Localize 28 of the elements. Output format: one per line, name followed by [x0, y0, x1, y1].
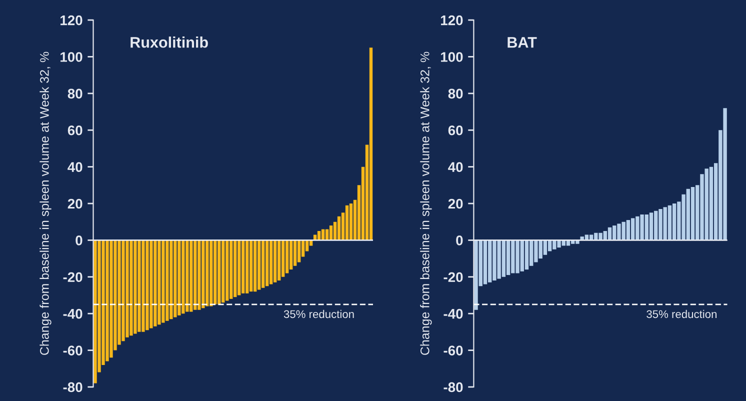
text: BAT [508, 37, 537, 48]
y-tick-label: -60 [63, 346, 82, 356]
y-tick-label: 0 [76, 236, 82, 246]
y-tick-label: 120 [60, 15, 82, 26]
ref-line-label: 35% reduction [284, 310, 354, 318]
y-axis-title: Change from baseline in spleen volume at Week 32, % [40, 52, 52, 355]
y-tick-label: 80 [68, 88, 82, 99]
y-tick-label: -40 [63, 308, 82, 319]
y-axis-title: Change from baseline in spleen volume at Week 32, % [420, 52, 432, 355]
y-tick-label: 20 [448, 198, 463, 209]
y-tick-label: -20 [444, 272, 463, 282]
y-tick-label: -80 [444, 382, 463, 392]
y-tick-label: -20 [63, 272, 82, 282]
y-tick-label: 40 [68, 162, 82, 172]
y-tick-label: 60 [68, 125, 82, 136]
text: Ruxolitinib [130, 36, 208, 48]
y-tick-label: 80 [448, 88, 463, 99]
y-tick-label: -60 [444, 346, 463, 356]
ref-line-label: 35% reduction [646, 310, 716, 318]
y-tick-label: -80 [63, 382, 82, 392]
y-tick-label: 100 [440, 52, 463, 62]
y-tick-label: 120 [440, 15, 463, 26]
y-tick-label: 20 [68, 198, 82, 209]
y-tick-label: -40 [444, 308, 463, 319]
y-tick-label: 100 [60, 52, 82, 62]
y-tick-label: 40 [448, 162, 463, 172]
y-tick-label: 60 [448, 125, 463, 136]
y-tick-label: 0 [456, 236, 463, 246]
